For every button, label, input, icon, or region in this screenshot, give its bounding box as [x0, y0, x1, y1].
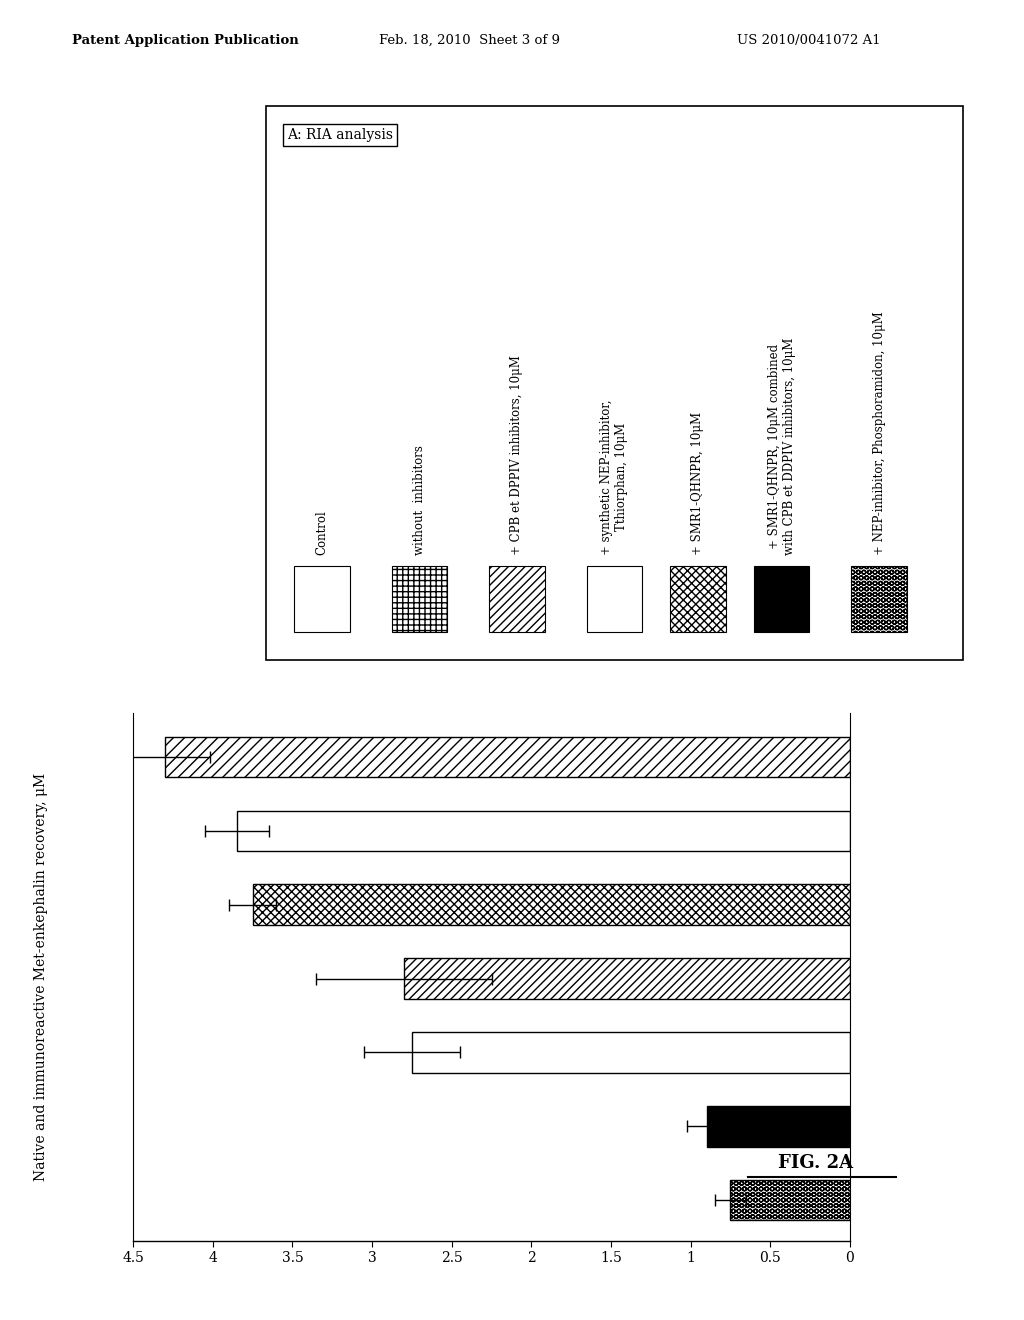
Bar: [412, 1032, 850, 1073]
Bar: [587, 566, 642, 632]
Bar: [707, 1106, 850, 1147]
Bar: [294, 566, 350, 632]
Text: + SMR1-QHNPR, 10μM combined
with CPB et DDPIV inhibitors, 10μM: + SMR1-QHNPR, 10μM combined with CPB et …: [768, 338, 796, 554]
Text: Native and immunoreactive Met-enkephalin recovery, μM: Native and immunoreactive Met-enkephalin…: [34, 772, 48, 1181]
Bar: [391, 566, 447, 632]
Bar: [403, 958, 850, 999]
Bar: [237, 810, 850, 851]
Text: + SMR1-QHNPR, 10μM: + SMR1-QHNPR, 10μM: [691, 412, 705, 554]
Bar: [851, 566, 907, 632]
Text: Feb. 18, 2010  Sheet 3 of 9: Feb. 18, 2010 Sheet 3 of 9: [379, 33, 560, 46]
Text: Patent Application Publication: Patent Application Publication: [72, 33, 298, 46]
Text: without  inhibitors: without inhibitors: [413, 445, 426, 554]
Text: + NEP-inhibitor, Phosphoramidon, 10μM: + NEP-inhibitor, Phosphoramidon, 10μM: [872, 312, 886, 554]
Bar: [253, 884, 850, 925]
Text: FIG. 2A: FIG. 2A: [778, 1154, 853, 1172]
Bar: [670, 566, 726, 632]
Bar: [754, 566, 809, 632]
Text: + CPB et DPPIV inhibitors, 10μM: + CPB et DPPIV inhibitors, 10μM: [510, 355, 523, 554]
Text: A: RIA analysis: A: RIA analysis: [287, 128, 393, 141]
Bar: [165, 737, 850, 777]
Text: Control: Control: [315, 510, 329, 554]
Text: + synthetic NEP-inhibitor,
Tthiorphan, 10μM: + synthetic NEP-inhibitor, Tthiorphan, 1…: [600, 399, 629, 554]
Bar: [730, 1180, 850, 1221]
Text: US 2010/0041072 A1: US 2010/0041072 A1: [737, 33, 881, 46]
Bar: [489, 566, 545, 632]
